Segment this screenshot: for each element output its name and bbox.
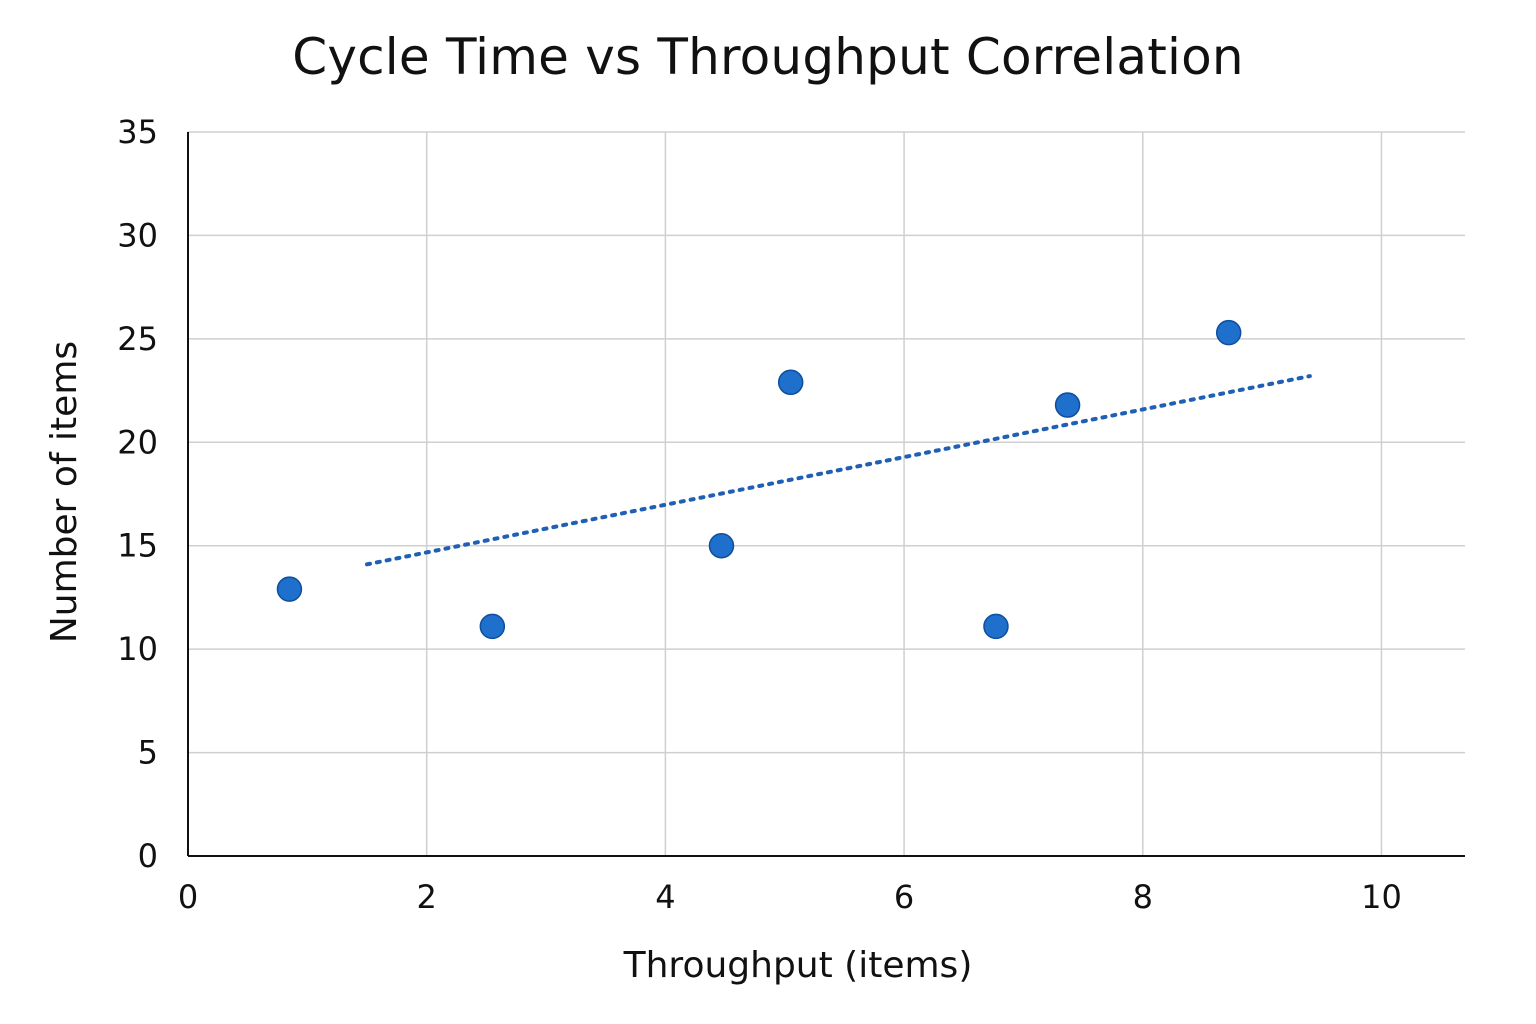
chart-title: Cycle Time vs Throughput Correlation xyxy=(292,28,1244,86)
trendline-layer xyxy=(365,374,1312,567)
y-tick-label: 10 xyxy=(117,630,158,668)
x-tick-label: 6 xyxy=(894,878,914,916)
y-tick-label: 30 xyxy=(117,216,158,254)
tick-labels: 0 5 10 15 20 25 30 35 0 2 4 6 8 10 xyxy=(117,113,1402,916)
data-point xyxy=(983,613,1009,640)
y-tick-label: 35 xyxy=(117,113,158,151)
data-point xyxy=(479,613,506,640)
data-point xyxy=(1054,392,1081,418)
x-tick-label: 2 xyxy=(417,878,437,916)
data-points xyxy=(276,319,1242,640)
data-point xyxy=(777,369,804,396)
y-tick-label: 0 xyxy=(138,837,158,875)
x-axis-label: Throughput (items) xyxy=(623,945,973,986)
data-point xyxy=(276,576,303,602)
x-tick-label: 0 xyxy=(178,878,198,916)
grid-lines xyxy=(188,131,1465,856)
data-point xyxy=(708,532,735,559)
y-tick-label: 5 xyxy=(138,734,158,772)
axes xyxy=(187,132,1465,857)
y-axis-label: Number of items xyxy=(44,341,85,643)
data-point xyxy=(1215,319,1242,346)
trendline xyxy=(365,374,1312,567)
x-tick-label: 4 xyxy=(655,878,675,916)
x-tick-label: 10 xyxy=(1361,878,1402,916)
y-tick-label: 20 xyxy=(117,423,158,461)
x-tick-label: 8 xyxy=(1133,878,1153,916)
y-tick-label: 25 xyxy=(117,320,158,358)
y-tick-label: 15 xyxy=(117,527,158,565)
